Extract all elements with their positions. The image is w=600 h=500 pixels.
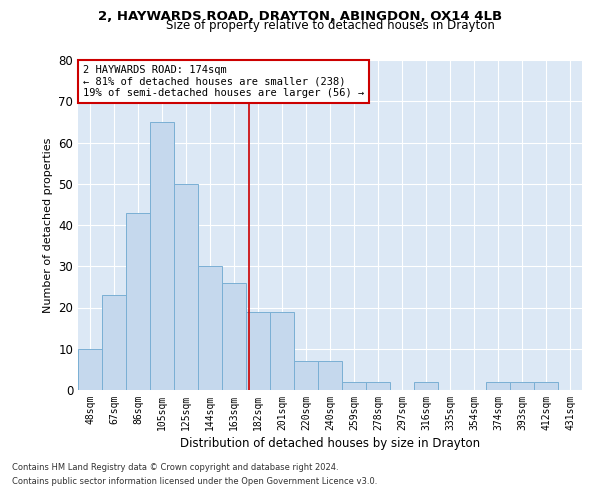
Bar [174,184,198,390]
Y-axis label: Number of detached properties: Number of detached properties [43,138,53,312]
Bar [126,212,150,390]
Bar [150,122,174,390]
Bar [246,312,270,390]
Bar [318,361,342,390]
Bar [270,312,294,390]
Text: 2, HAYWARDS ROAD, DRAYTON, ABINGDON, OX14 4LB: 2, HAYWARDS ROAD, DRAYTON, ABINGDON, OX1… [98,10,502,23]
Bar [510,382,534,390]
Text: Contains HM Land Registry data © Crown copyright and database right 2024.: Contains HM Land Registry data © Crown c… [12,462,338,471]
Bar [414,382,438,390]
Bar [366,382,390,390]
Bar [102,295,126,390]
Title: Size of property relative to detached houses in Drayton: Size of property relative to detached ho… [166,20,494,32]
Bar [342,382,366,390]
Bar [534,382,558,390]
Bar [486,382,510,390]
X-axis label: Distribution of detached houses by size in Drayton: Distribution of detached houses by size … [180,437,480,450]
Text: 2 HAYWARDS ROAD: 174sqm
← 81% of detached houses are smaller (238)
19% of semi-d: 2 HAYWARDS ROAD: 174sqm ← 81% of detache… [83,65,364,98]
Bar [198,266,222,390]
Text: Contains public sector information licensed under the Open Government Licence v3: Contains public sector information licen… [12,478,377,486]
Bar [294,361,318,390]
Bar [78,349,102,390]
Bar [222,283,246,390]
